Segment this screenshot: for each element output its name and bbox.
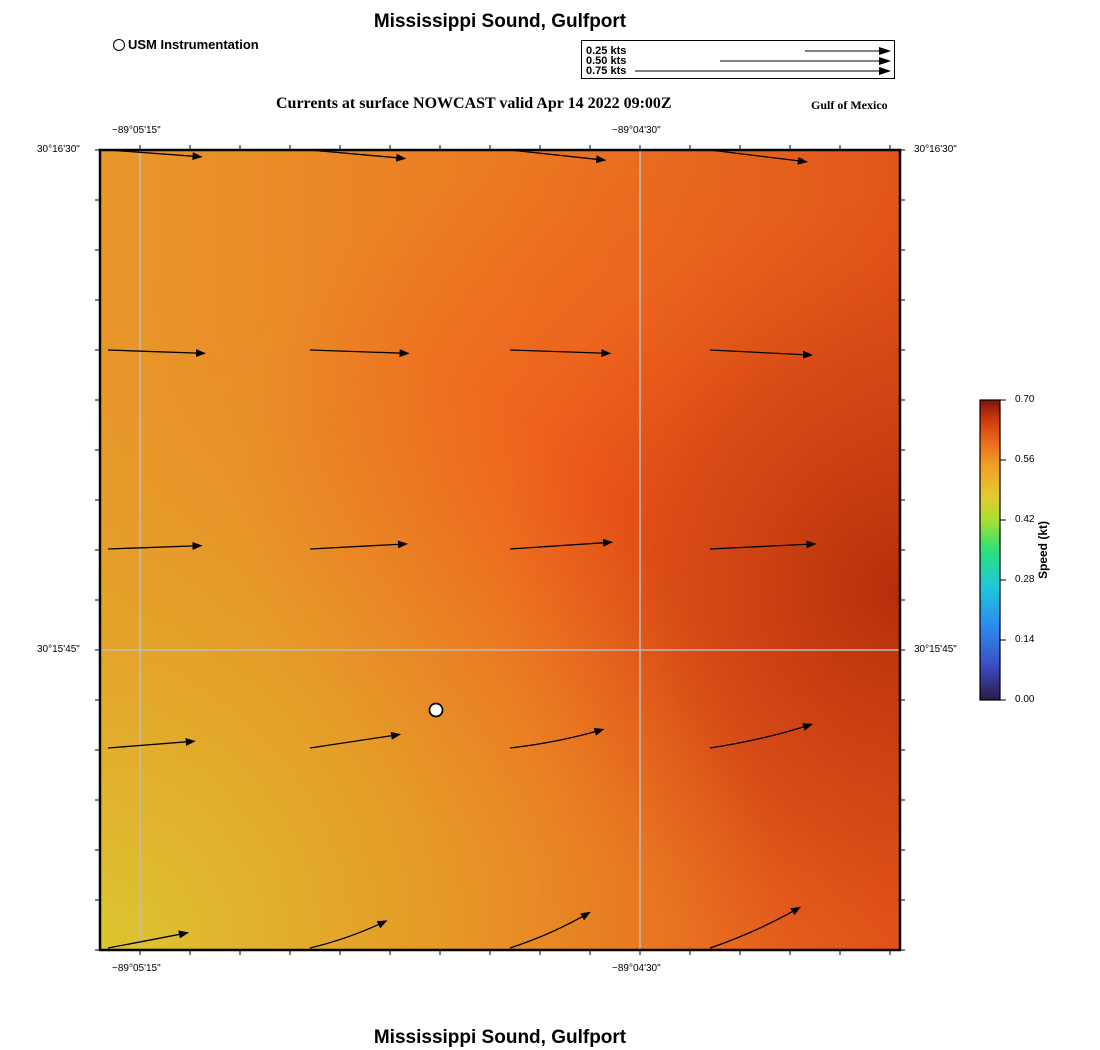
lon-tick-top-2: −89°04'30" — [612, 125, 661, 136]
current-vector-arrow — [107, 930, 189, 949]
current-vector-arrow — [107, 541, 203, 550]
current-vector-arrow — [709, 723, 813, 749]
speed-legend-label-2: 0.50 kts — [586, 55, 627, 67]
lon-tick-top-1: −89°05'15" — [112, 125, 161, 136]
usm-instrumentation-legend: USM Instrumentation — [113, 37, 259, 52]
current-vector-arrow — [309, 540, 408, 550]
map-footer-title: Mississippi Sound, Gulfport — [373, 1027, 627, 1048]
colorbar-title: Speed (kt) — [1036, 520, 1050, 580]
lat-tick-right-2: 30°15'45" — [914, 644, 957, 655]
colorbar-tick-5: 0.14 — [1015, 634, 1035, 645]
lon-tick-bottom-2: −89°04'30" — [612, 963, 661, 974]
lat-tick-left-2: 30°15'45" — [37, 644, 80, 655]
speed-scale-legend: 0.25 kts 0.50 kts 0.75 kts — [581, 40, 895, 79]
usm-legend-label: USM Instrumentation — [128, 37, 259, 52]
instrument-marker-icon — [113, 38, 125, 51]
colorbar-tick-3: 0.42 — [1015, 514, 1035, 525]
lat-tick-left-1: 30°16'30" — [37, 144, 80, 155]
current-vector-arrow — [309, 349, 410, 358]
lat-tick-right-1: 30°16'30" — [914, 144, 957, 155]
frame-ticks — [95, 145, 905, 955]
graticule — [100, 150, 900, 950]
speed-legend-arrows — [635, 47, 891, 75]
speed-field — [100, 150, 900, 950]
map-title: Mississippi Sound, Gulfport — [373, 11, 627, 32]
current-vector-arrow — [509, 349, 612, 358]
colorbar-tick-1: 0.70 — [1015, 394, 1035, 405]
current-vector-arrow — [509, 538, 613, 550]
speed-legend-label-1: 0.25 kts — [586, 45, 627, 57]
current-vector-arrow — [309, 731, 402, 749]
colorbar-tick-2: 0.56 — [1015, 454, 1035, 465]
usm-instrument-site[interactable] — [428, 702, 444, 718]
current-vector-arrow — [709, 540, 817, 550]
colorbar-tick-6: 0.00 — [1015, 694, 1035, 705]
current-vector-arrow — [709, 349, 813, 359]
current-vector-arrow — [107, 349, 206, 358]
colorbar — [979, 399, 1006, 701]
current-vector-arrow — [509, 911, 591, 949]
current-vector-arrow — [309, 920, 388, 949]
speed-legend-label-3: 0.75 kts — [586, 65, 627, 77]
region-label: Gulf of Mexico — [811, 98, 888, 112]
colorbar-tick-4: 0.28 — [1015, 574, 1035, 585]
current-vector-arrow — [107, 737, 196, 749]
current-vector-arrow — [709, 906, 801, 949]
current-vector-arrow — [509, 727, 605, 749]
lon-tick-bottom-1: −89°05'15" — [112, 963, 161, 974]
map-subtitle: Currents at surface NOWCAST valid Apr 14… — [276, 95, 672, 112]
